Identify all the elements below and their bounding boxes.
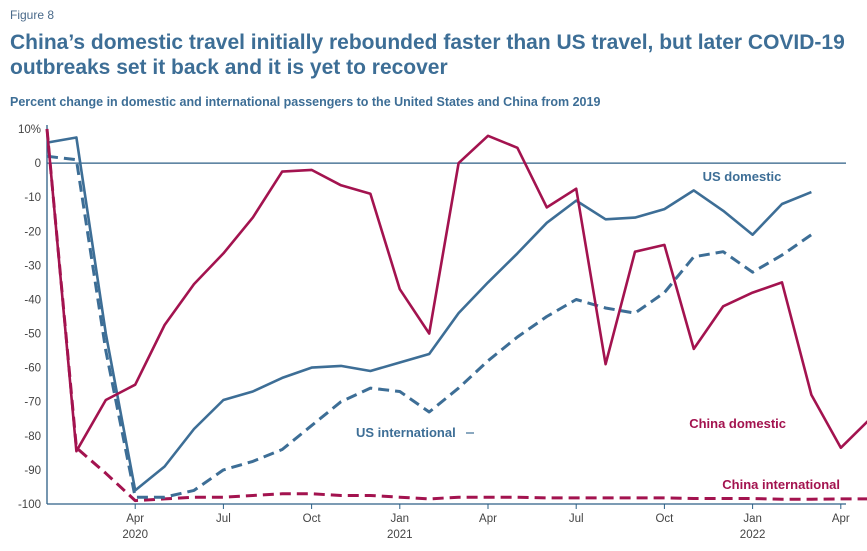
y-tick-label: -90 xyxy=(24,465,41,477)
y-tick-label: -10 xyxy=(24,192,41,204)
y-tick-label: -50 xyxy=(24,329,41,341)
x-axis: Apr 2020 Jul Oct Jan 2021 Apr Jul Oct Jan 2022 Apr xyxy=(47,503,850,541)
x-year-label: 2021 xyxy=(387,529,413,541)
x-tick-label: Jan xyxy=(391,513,410,525)
y-tick-label: -30 xyxy=(24,260,41,272)
x-tick-label: Jan xyxy=(743,513,762,525)
x-tick-label: Jul xyxy=(569,513,584,525)
series-label-us-domestic: US domestic xyxy=(703,169,782,184)
series-line-us-domestic xyxy=(46,136,812,492)
y-tick-label: 0 xyxy=(35,158,41,170)
chart-subtitle: Percent change in domestic and internati… xyxy=(10,95,601,109)
y-tick-label: -100 xyxy=(18,499,41,511)
y-tick-label: -60 xyxy=(24,363,41,375)
series-line-us-international xyxy=(46,154,813,499)
y-tick-label: -40 xyxy=(24,294,41,306)
series-label-china-domestic: China domestic xyxy=(689,416,786,431)
series-line-china-domestic xyxy=(45,128,867,453)
y-tick-label: 10% xyxy=(18,124,41,136)
y-tick-label: -20 xyxy=(24,226,41,238)
figure-label: Figure 8 xyxy=(10,8,55,22)
x-tick-label: Jul xyxy=(216,513,231,525)
y-axis: 10% 0 -10 -20 -30 -40 -50 -60 -70 -80 -90 -100 xyxy=(18,124,846,511)
x-tick-label: Apr xyxy=(126,513,144,525)
series-layer xyxy=(45,128,867,503)
series-label-china-international: China international xyxy=(722,477,840,492)
series-label-us-international: US international xyxy=(356,425,456,440)
x-tick-label: Oct xyxy=(655,513,674,525)
chart-title: China’s domestic travel initially reboun… xyxy=(10,31,845,79)
annotation-layer: US domestic US international China domesti… xyxy=(356,169,840,492)
x-year-label: 2020 xyxy=(122,529,148,541)
x-year-label: 2022 xyxy=(740,529,766,541)
series-line-china-international xyxy=(45,128,867,503)
x-tick-label: Apr xyxy=(479,513,497,525)
x-tick-label: Oct xyxy=(303,513,322,525)
y-tick-label: -70 xyxy=(24,397,41,409)
x-tick-label: Apr xyxy=(832,513,850,525)
y-tick-label: -80 xyxy=(24,431,41,443)
